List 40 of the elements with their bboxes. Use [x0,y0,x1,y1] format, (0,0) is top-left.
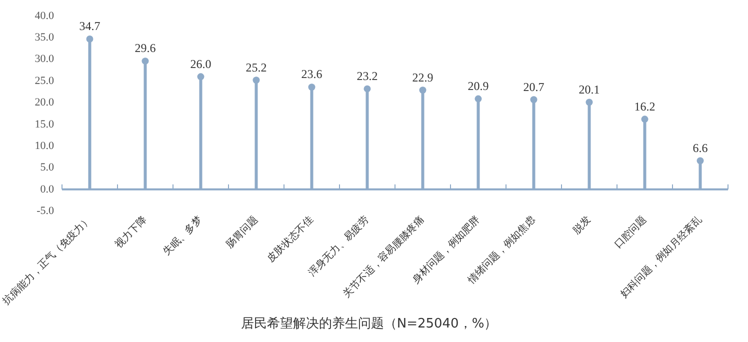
data-label: 23.2 [356,68,378,83]
data-label: 25.2 [246,60,267,74]
y-tick-label: 15.0 [34,118,54,130]
point [252,76,260,84]
point [696,157,704,164]
data-label: 6.6 [692,140,708,155]
text: 居民希望解决的养生问题（N=25040，%） [240,316,498,332]
point [308,84,316,91]
point [142,58,149,65]
x-tick-label: 脱发 [570,214,594,236]
data-label: 20.7 [523,80,544,94]
data-label: 23.6 [301,67,322,82]
x-tick-label: 肠胃问题 [223,214,260,251]
point [419,86,426,94]
y-tick-label: 35.0 [34,32,54,44]
x-tick-label: 失眠、多梦 [160,214,205,258]
y-tick-label: 5.0 [40,162,54,174]
y-tick-label: 25.0 [34,74,54,87]
data-label: 34.7 [79,19,100,34]
x-tick-label: 皮肤状态不佳 [264,214,316,265]
y-tick-label: 30.0 [34,53,54,66]
point [364,85,371,92]
point [86,35,94,42]
data-label: 22.9 [412,70,434,84]
point [530,96,538,104]
y-tick-label: 20.0 [34,96,54,109]
y-tick-label: 0.0 [40,183,54,196]
point [474,95,482,102]
data-label: 26.0 [190,56,212,71]
data-label: 16.2 [634,99,656,114]
x-tick-label: 视力下降 [112,214,150,251]
data-label: 29.6 [134,41,156,56]
x-tick-label: 口腔问题 [612,214,649,251]
point [197,73,204,80]
point [586,98,593,106]
y-tick-label: 40.0 [34,10,54,22]
data-label: 20.9 [468,78,489,93]
y-tick-label: 10.0 [34,140,54,152]
point [641,116,648,123]
data-label: 20.1 [578,82,600,96]
